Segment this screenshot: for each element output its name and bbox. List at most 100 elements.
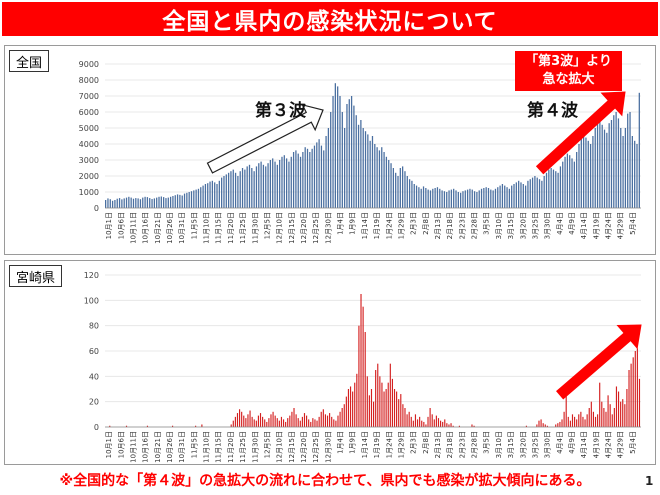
bar xyxy=(501,184,504,208)
bar xyxy=(375,370,377,427)
bar xyxy=(341,408,343,427)
x-tick-label: 3月20日 xyxy=(519,212,527,239)
x-tick-label: 10月16日 xyxy=(142,212,150,244)
bar xyxy=(636,144,638,208)
bar xyxy=(264,419,266,427)
bar xyxy=(441,190,443,208)
y-tick-label: 2000 xyxy=(79,172,99,181)
bar xyxy=(313,145,316,208)
x-tick-label: 10月6日 xyxy=(117,212,125,239)
x-tick-label: 2月28日 xyxy=(471,431,479,458)
bar xyxy=(599,382,601,427)
bar xyxy=(142,197,144,208)
x-tick-label: 2月8日 xyxy=(422,431,430,454)
bar xyxy=(634,140,636,208)
x-tick-label: 3月15日 xyxy=(507,212,515,239)
x-tick-label: 4月9日 xyxy=(568,212,576,235)
bar xyxy=(306,148,309,208)
bar xyxy=(388,160,390,208)
bar xyxy=(360,120,362,208)
y-tick-label: 0 xyxy=(94,423,99,432)
bar xyxy=(308,419,310,427)
bar xyxy=(404,408,406,427)
bar xyxy=(476,192,478,208)
bar xyxy=(245,418,247,427)
bar xyxy=(425,188,427,208)
bar xyxy=(632,357,634,427)
bar xyxy=(408,411,410,427)
bar xyxy=(541,180,543,208)
bar xyxy=(630,363,632,427)
y-tick-label: 3000 xyxy=(79,156,99,165)
bar xyxy=(125,425,128,427)
bar xyxy=(334,83,336,208)
wave4-label: 第４波 xyxy=(527,101,578,121)
bar xyxy=(473,425,475,427)
y-tick-label: 6000 xyxy=(79,108,99,117)
bar xyxy=(325,136,327,208)
x-tick-label: 11月25日 xyxy=(239,212,247,244)
x-tick-label: 11月20日 xyxy=(227,212,235,244)
bar xyxy=(251,416,253,427)
x-tick-label: 4月4日 xyxy=(556,431,564,454)
bar xyxy=(592,136,594,208)
bar xyxy=(411,180,413,208)
x-tick-label: 12月25日 xyxy=(312,431,320,463)
bar xyxy=(333,419,335,427)
bar xyxy=(293,408,295,427)
bar xyxy=(557,172,559,208)
bar xyxy=(578,414,580,427)
bar xyxy=(337,415,339,427)
bar xyxy=(446,192,448,208)
bar xyxy=(419,416,421,427)
bar xyxy=(542,423,544,427)
bar xyxy=(146,197,149,208)
bar xyxy=(569,420,571,427)
x-tick-label: 2月8日 xyxy=(422,212,430,235)
bar xyxy=(114,200,116,208)
bar xyxy=(546,425,548,427)
bar xyxy=(605,411,607,427)
bar xyxy=(234,416,236,427)
bar xyxy=(471,424,473,427)
y-tick-label: 1000 xyxy=(79,188,99,197)
bar xyxy=(573,161,575,208)
bar xyxy=(322,409,324,427)
bar xyxy=(332,96,334,208)
bar xyxy=(383,391,385,427)
bar xyxy=(216,184,218,208)
bar xyxy=(283,155,285,208)
bar xyxy=(266,421,268,427)
x-tick-label: 3月5日 xyxy=(483,212,491,235)
bar xyxy=(149,198,151,208)
bar xyxy=(339,411,341,427)
x-tick-label: 2月3日 xyxy=(410,431,418,454)
bar xyxy=(151,199,153,208)
x-tick-label: 10月26日 xyxy=(166,212,174,244)
x-tick-label: 3月20日 xyxy=(519,431,527,458)
x-tick-label: 12月10日 xyxy=(276,212,284,244)
bar xyxy=(624,404,626,427)
bar xyxy=(520,182,522,208)
bar xyxy=(262,164,265,208)
footnote: ※全国的な「第４波」の急拡大の流れに合わせて、県内でも感染が拡大傾向にある。 xyxy=(59,473,591,489)
bar xyxy=(450,423,452,427)
bar xyxy=(158,196,160,208)
bar xyxy=(450,189,453,208)
bar xyxy=(306,415,308,427)
bar xyxy=(404,171,406,208)
x-tick-label: 2月23日 xyxy=(458,212,466,239)
callout-line1: 「第3波」より xyxy=(525,54,612,69)
bar xyxy=(550,168,552,208)
bar xyxy=(352,391,354,427)
bar xyxy=(195,425,197,427)
bar xyxy=(297,153,299,208)
x-tick-label: 12月15日 xyxy=(288,212,296,244)
bar xyxy=(617,118,620,208)
x-tick-label: 1月9日 xyxy=(349,212,357,235)
bar xyxy=(406,176,408,208)
x-tick-label: 10月1日 xyxy=(105,212,113,239)
bar xyxy=(265,166,267,208)
bar xyxy=(395,172,397,208)
bar xyxy=(304,147,306,208)
